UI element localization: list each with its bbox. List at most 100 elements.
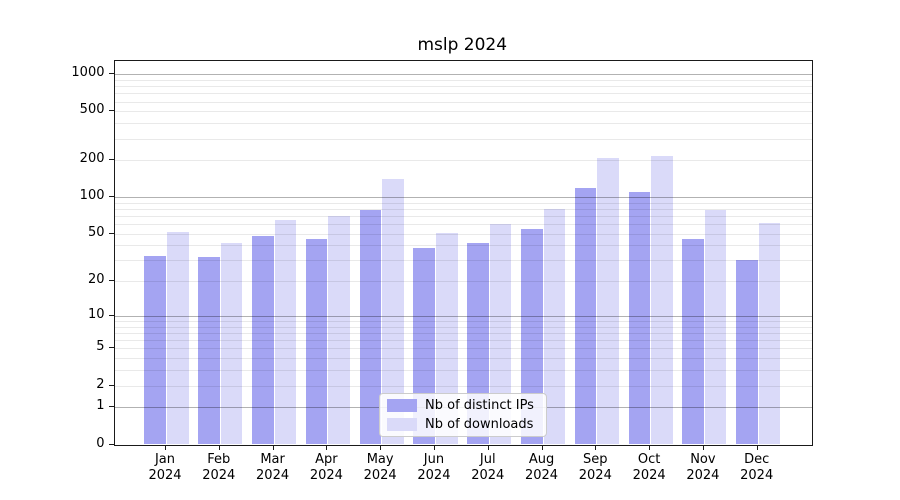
- minor-gridline-40: [114, 245, 812, 247]
- bar-downloads-nov: [704, 210, 727, 445]
- x-tick-label-aug: Aug 2024: [524, 451, 559, 484]
- minor-gridline-200: [114, 160, 812, 162]
- x-tick-dec: [756, 444, 758, 450]
- y-tick-5: [108, 347, 114, 349]
- bar-downloads-sep: [597, 157, 619, 445]
- y-tick-label-0: 0: [96, 435, 105, 451]
- y-tick-label-500: 500: [79, 102, 105, 118]
- minor-gridline-800: [114, 86, 812, 88]
- legend-swatch-downloads: [387, 418, 417, 431]
- minor-gridline-2: [114, 385, 812, 387]
- y-tick-label-50: 50: [87, 224, 105, 240]
- minor-gridline-400: [114, 123, 812, 125]
- y-tick-2: [108, 384, 114, 386]
- bar-downloads-feb: [220, 242, 243, 445]
- x-tick-nov: [702, 444, 704, 450]
- x-tick-label-may: May 2024: [363, 451, 397, 484]
- x-tick-apr: [326, 444, 328, 450]
- x-tick-jun: [433, 444, 435, 450]
- x-tick-label-jan: Jan 2024: [148, 451, 182, 484]
- minor-gridline-4: [114, 358, 812, 360]
- chart-title: mslp 2024: [417, 35, 508, 55]
- bar-downloads-oct: [651, 155, 673, 445]
- legend-item-distinct-ips: Nb of distinct IPs: [387, 398, 539, 413]
- bar-downloads-aug: [543, 208, 566, 445]
- bar-distinct-ips-dec: [736, 260, 758, 445]
- y-tick-label-200: 200: [79, 151, 105, 167]
- x-tick-label-apr: Apr 2024: [309, 451, 343, 484]
- bar-distinct-ips-may: [359, 210, 382, 445]
- bar-distinct-ips-aug: [520, 228, 543, 445]
- legend-item-downloads: Nb of downloads: [387, 417, 539, 432]
- minor-gridline-6: [114, 340, 812, 342]
- legend-label-distinct-ips: Nb of distinct IPs: [425, 398, 534, 413]
- bar-downloads-jun: [435, 232, 458, 445]
- bar-downloads-dec: [758, 223, 781, 445]
- bar-distinct-ips-sep: [574, 188, 597, 445]
- bar-downloads-jan: [167, 231, 189, 445]
- x-tick-label-jul: Jul 2024: [471, 451, 505, 484]
- x-tick-mar: [272, 444, 274, 450]
- minor-gridline-3: [114, 370, 812, 372]
- x-tick-jan: [165, 444, 166, 450]
- minor-gridline-8: [114, 326, 812, 328]
- y-tick-200: [108, 159, 114, 161]
- x-tick-label-nov: Nov 2024: [686, 451, 720, 484]
- y-tick-label-5: 5: [96, 339, 105, 355]
- y-tick-label-2: 2: [96, 376, 105, 392]
- bar-distinct-ips-jan: [144, 255, 166, 445]
- x-tick-label-sep: Sep 2024: [578, 451, 612, 484]
- x-tick-feb: [218, 444, 220, 450]
- minor-gridline-50: [114, 233, 812, 235]
- bar-downloads-jul: [489, 224, 512, 445]
- y-tick-20: [108, 280, 114, 282]
- minor-gridline-900: [114, 79, 812, 81]
- bar-downloads-mar: [274, 219, 297, 445]
- plot-area: Nb of distinct IPs Nb of downloads: [113, 59, 813, 446]
- y-tick-10: [108, 314, 114, 316]
- x-tick-sep: [595, 444, 597, 450]
- minor-gridline-7: [114, 333, 812, 335]
- bar-downloads-apr: [328, 216, 350, 445]
- x-tick-label-mar: Mar 2024: [256, 451, 290, 484]
- y-tick-label-100: 100: [79, 188, 105, 204]
- y-tick-label-1: 1: [96, 398, 105, 414]
- x-tick-may: [380, 444, 382, 450]
- bar-distinct-ips-mar: [251, 235, 274, 445]
- legend: Nb of distinct IPs Nb of downloads: [379, 393, 547, 437]
- minor-gridline-30: [114, 260, 812, 262]
- bar-distinct-ips-oct: [628, 192, 651, 445]
- x-tick-label-dec: Dec 2024: [740, 451, 774, 484]
- x-tick-label-feb: Feb 2024: [202, 451, 236, 484]
- x-tick-aug: [541, 444, 543, 450]
- minor-gridline-600: [114, 101, 812, 103]
- x-tick-label-jun: Jun 2024: [417, 451, 451, 484]
- bar-distinct-ips-nov: [682, 239, 704, 445]
- legend-label-downloads: Nb of downloads: [425, 417, 534, 432]
- legend-swatch-distinct-ips: [387, 399, 417, 412]
- bar-distinct-ips-feb: [198, 257, 220, 445]
- y-tick-100: [108, 196, 114, 198]
- y-tick-0: [108, 443, 114, 445]
- y-tick-label-1000: 1000: [71, 65, 105, 81]
- bar-distinct-ips-apr: [305, 239, 328, 445]
- minor-gridline-700: [114, 93, 812, 95]
- y-tick-1000: [108, 73, 114, 75]
- major-gridline-10: [114, 315, 812, 317]
- y-tick-50: [108, 232, 114, 234]
- minor-gridline-20: [114, 281, 812, 283]
- minor-gridline-9: [114, 321, 812, 323]
- major-gridline-1000: [114, 74, 812, 76]
- major-gridline-100: [114, 197, 812, 199]
- minor-gridline-60: [114, 224, 812, 226]
- x-tick-jul: [487, 444, 489, 450]
- minor-gridline-300: [114, 138, 812, 140]
- y-tick-1: [108, 406, 114, 408]
- minor-gridline-70: [114, 216, 812, 218]
- minor-gridline-80: [114, 208, 812, 210]
- bar-downloads-may: [382, 179, 404, 445]
- y-tick-label-10: 10: [87, 306, 105, 322]
- y-tick-label-20: 20: [87, 272, 105, 288]
- minor-gridline-90: [114, 202, 812, 204]
